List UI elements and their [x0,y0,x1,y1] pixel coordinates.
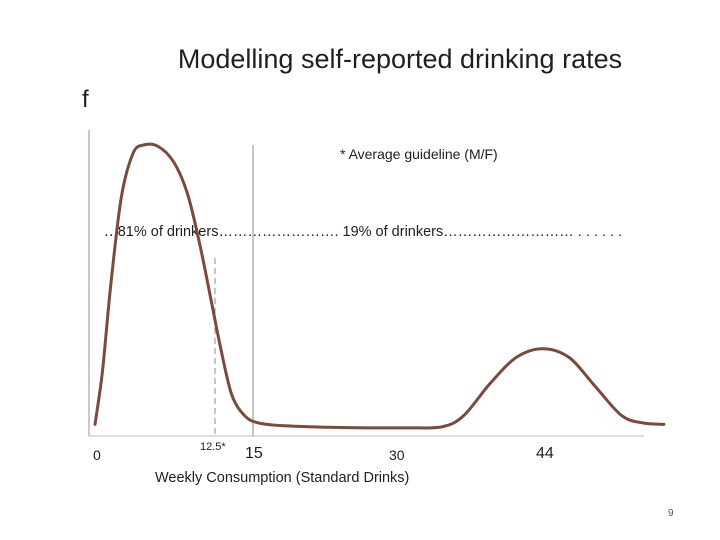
drinker-share-annotation: ‥ 81% of drinkers……………………. 19% of drinke… [104,224,623,240]
page-title: Modelling self-reported drinking rates [177,44,623,74]
x-tick-label: 30 [389,447,405,463]
x-tick-label: 0 [93,447,101,463]
x-tick-label: 12.5* [200,441,226,453]
x-tick-label: 15 [245,445,263,462]
y-axis-label: f [82,86,89,113]
page-number: 9 [668,508,674,519]
guideline-annotation: * Average guideline (M/F) [340,146,498,162]
x-axis-label: Weekly Consumption (Standard Drinks) [155,470,410,486]
x-tick-label: 44 [536,445,554,462]
series-line [93,142,666,430]
